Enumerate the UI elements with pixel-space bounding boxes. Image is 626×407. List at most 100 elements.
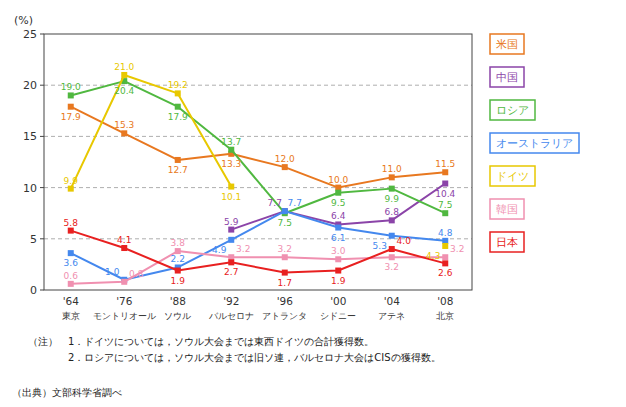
data-label: 2.7 xyxy=(224,267,238,277)
data-point xyxy=(389,246,395,252)
data-label: 1.9 xyxy=(171,276,186,286)
data-label: 5.3 xyxy=(373,241,387,251)
data-label: 17.9 xyxy=(61,112,81,122)
data-label: 4.8 xyxy=(438,228,453,238)
legend-entry: オーストラリア xyxy=(496,137,573,150)
data-point xyxy=(121,72,127,78)
data-label: 1.7 xyxy=(278,278,292,288)
data-label: 7.7 xyxy=(288,198,302,208)
data-label: 3.2 xyxy=(236,244,250,254)
data-point xyxy=(282,254,288,260)
data-label: 3.2 xyxy=(385,262,399,272)
x-tick-sublabel: アテネ xyxy=(378,311,405,321)
data-point xyxy=(335,190,341,196)
data-point xyxy=(68,228,74,234)
data-point xyxy=(68,104,74,110)
data-point xyxy=(175,157,181,163)
grid-line xyxy=(44,187,472,188)
data-label: 12.0 xyxy=(275,154,295,164)
note: （注） 1．ドイツについては，ソウル大会までは東西ドイツの合計獲得数。 xyxy=(28,336,374,347)
data-point xyxy=(442,169,448,175)
legend-entry: ドイツ xyxy=(496,170,529,183)
data-label: 10.0 xyxy=(328,175,348,185)
x-tick-sublabel: 東京 xyxy=(62,311,80,321)
data-label: 10.4 xyxy=(435,189,455,199)
x-tick-label: '08 xyxy=(437,295,453,307)
data-point xyxy=(228,184,234,190)
data-label: 0.8 xyxy=(129,269,144,279)
data-label: 13.7 xyxy=(221,137,241,147)
data-label: 15.3 xyxy=(114,120,134,130)
data-point xyxy=(68,92,74,98)
data-label: 0.6 xyxy=(64,271,79,281)
y-tick-label: 10 xyxy=(23,182,37,195)
data-label: 1.9 xyxy=(331,276,346,286)
series-line xyxy=(71,231,446,273)
notes: （注） 1．ドイツについては，ソウル大会までは東西ドイツの合計獲得数。 2．ロシ… xyxy=(12,336,441,398)
data-label: 6.4 xyxy=(331,211,346,221)
data-label: 19.2 xyxy=(168,80,188,90)
series-line xyxy=(71,107,446,188)
data-point xyxy=(389,186,395,192)
data-point xyxy=(175,90,181,96)
data-point xyxy=(442,181,448,187)
data-label: 9.9 xyxy=(385,194,400,204)
legend-box xyxy=(490,199,524,219)
y-tick xyxy=(40,187,44,188)
data-label: 1.0 xyxy=(105,267,120,277)
data-label: 5.9 xyxy=(224,217,239,227)
data-point xyxy=(228,259,234,265)
data-point xyxy=(282,208,288,214)
data-label: 3.8 xyxy=(171,238,186,248)
data-label: 3.2 xyxy=(278,244,292,254)
data-point xyxy=(175,248,181,254)
legend-entry: 中国 xyxy=(496,71,518,84)
y-tick xyxy=(40,290,44,291)
legend: 米国中国ロシアオーストラリアドイツ韓国日本 xyxy=(490,34,579,252)
data-point xyxy=(389,217,395,223)
y-tick-label: 15 xyxy=(23,130,37,143)
data-point xyxy=(228,237,234,243)
data-label: 4.3 xyxy=(426,251,440,261)
x-tick-label: '00 xyxy=(330,295,346,307)
data-point xyxy=(335,256,341,262)
data-label: 3.0 xyxy=(331,246,346,256)
x-tick-sublabel: 北京 xyxy=(436,311,454,321)
x-tick-label: '88 xyxy=(170,295,186,307)
x-tick-label: '04 xyxy=(384,295,401,307)
x-tick-sublabel: モントリオール xyxy=(93,311,156,321)
data-point xyxy=(389,233,395,239)
data-label: 2.2 xyxy=(171,254,185,264)
note: 2．ロシアについては，ソウル大会までは旧ソ連，バルセロナ大会はCISの獲得数。 xyxy=(28,352,441,363)
data-label: 12.7 xyxy=(168,165,188,175)
plot-frame xyxy=(44,34,472,290)
legend-entry: 韓国 xyxy=(496,203,518,216)
data-point xyxy=(282,270,288,276)
series-line xyxy=(71,75,446,246)
data-labels: 17.915.312.713.312.010.011.011.55.97.76.… xyxy=(61,62,465,288)
data-point xyxy=(121,130,127,136)
data-label: 17.9 xyxy=(168,112,188,122)
data-point xyxy=(68,186,74,192)
data-point xyxy=(121,279,127,285)
data-label: 3.2 xyxy=(450,244,464,254)
data-label: 4.9 xyxy=(212,245,227,255)
legend-entry: 米国 xyxy=(496,38,518,51)
x-tick-sublabel: ソウル xyxy=(164,311,191,321)
data-label: 4.1 xyxy=(117,235,131,245)
x-tick-label: '64 xyxy=(63,295,80,307)
data-label: 11.0 xyxy=(382,164,402,174)
data-label: 9.9 xyxy=(64,176,79,186)
x-tick-sublabel: シドニー xyxy=(320,311,356,321)
data-point xyxy=(68,281,74,287)
legend-entry: ロシア xyxy=(496,104,529,117)
data-point xyxy=(335,185,341,191)
x-tick-sublabel: バルセロナ xyxy=(208,311,254,321)
legend-box xyxy=(490,100,535,120)
y-axis-label: (%) xyxy=(14,14,33,27)
y-tick xyxy=(40,34,44,35)
data-label: 7.5 xyxy=(438,200,452,210)
legend-box xyxy=(490,34,524,54)
series-group xyxy=(68,72,449,287)
data-label: 13.3 xyxy=(221,159,241,169)
